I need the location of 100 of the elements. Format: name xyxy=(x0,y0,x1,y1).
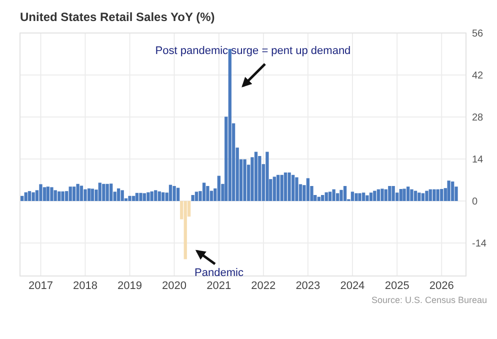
bar xyxy=(58,191,61,201)
bar xyxy=(76,184,80,201)
bar xyxy=(28,191,32,201)
bar xyxy=(317,196,320,201)
bar xyxy=(288,172,291,201)
bar xyxy=(202,182,206,201)
y-tick-label: 0 xyxy=(472,196,478,208)
bar xyxy=(324,192,328,201)
bar xyxy=(402,188,406,201)
bar xyxy=(436,189,440,201)
bar xyxy=(146,192,150,201)
bar xyxy=(380,188,384,201)
annotation: Post pandemic surge = pent up demand xyxy=(155,45,351,57)
bar xyxy=(362,192,366,201)
bar xyxy=(158,191,161,201)
bar xyxy=(272,176,276,201)
bar xyxy=(332,189,336,201)
bar xyxy=(414,190,418,201)
bar xyxy=(102,184,106,201)
bar xyxy=(61,191,64,201)
x-tick-label: 2020 xyxy=(162,280,187,292)
bar xyxy=(295,177,298,201)
x-tick-label: 2025 xyxy=(384,280,410,292)
y-tick-label: 28 xyxy=(472,112,484,124)
bar xyxy=(406,186,410,201)
bar xyxy=(184,201,187,260)
bar xyxy=(340,190,343,201)
bar xyxy=(410,189,414,201)
x-tick-label: 2026 xyxy=(429,280,454,292)
bar xyxy=(135,192,139,201)
bar xyxy=(350,192,354,201)
bar xyxy=(284,172,288,201)
bar xyxy=(87,188,91,201)
bar xyxy=(168,184,172,201)
bar xyxy=(276,174,280,201)
bar xyxy=(24,192,28,201)
source-note: Source: U.S. Census Bureau xyxy=(371,295,487,305)
bar xyxy=(98,182,102,201)
bar xyxy=(280,174,284,201)
bar xyxy=(451,182,454,201)
bar xyxy=(39,184,42,201)
bar xyxy=(366,195,369,201)
bar xyxy=(68,186,72,201)
x-tick-label: 2019 xyxy=(118,280,142,292)
bar xyxy=(399,189,402,201)
bar xyxy=(72,186,76,201)
annotation: Pandemic xyxy=(194,267,244,279)
bar xyxy=(228,48,232,201)
y-tick-label: 42 xyxy=(472,70,484,82)
bar xyxy=(116,188,120,201)
bar xyxy=(258,156,262,201)
bar xyxy=(139,192,142,201)
bar xyxy=(191,195,194,201)
bar xyxy=(384,189,388,201)
bar xyxy=(421,193,425,201)
bar xyxy=(306,178,310,201)
bar xyxy=(46,186,50,201)
x-tick-label: 2023 xyxy=(296,280,320,292)
bar xyxy=(432,189,436,201)
bar xyxy=(154,190,158,201)
x-tick-label: 2021 xyxy=(206,280,232,292)
bar xyxy=(447,180,450,201)
bar xyxy=(291,174,295,201)
bar xyxy=(254,152,258,201)
y-tick-label: 14 xyxy=(472,154,484,166)
bar xyxy=(428,189,432,201)
bar xyxy=(328,192,332,201)
bar xyxy=(50,187,54,201)
bar xyxy=(90,188,94,201)
bar xyxy=(42,187,46,201)
bar xyxy=(336,193,340,201)
x-tick-label: 2024 xyxy=(340,280,365,292)
bar xyxy=(80,186,84,201)
bar xyxy=(373,190,376,201)
chart-title: United States Retail Sales YoY (%) xyxy=(20,10,215,24)
bar xyxy=(266,152,269,201)
bar xyxy=(54,190,57,201)
bar xyxy=(106,184,109,201)
bar xyxy=(321,195,324,201)
bar xyxy=(128,196,132,201)
bar xyxy=(358,193,362,201)
x-tick-label: 2022 xyxy=(251,280,276,292)
bar xyxy=(440,189,444,201)
bar xyxy=(110,184,113,201)
bar xyxy=(369,192,373,201)
bar xyxy=(150,191,154,201)
x-tick-label: 2017 xyxy=(28,280,53,292)
bar xyxy=(376,189,380,201)
bar xyxy=(206,186,210,201)
bar xyxy=(194,192,198,201)
bar xyxy=(20,196,24,201)
bar xyxy=(176,188,180,201)
bar xyxy=(142,193,146,201)
y-tick-label: 56 xyxy=(472,28,484,40)
bar xyxy=(425,190,428,201)
bar xyxy=(418,192,421,201)
bar xyxy=(243,159,246,201)
bar xyxy=(132,196,136,201)
bar xyxy=(392,186,395,201)
bar xyxy=(84,189,87,201)
